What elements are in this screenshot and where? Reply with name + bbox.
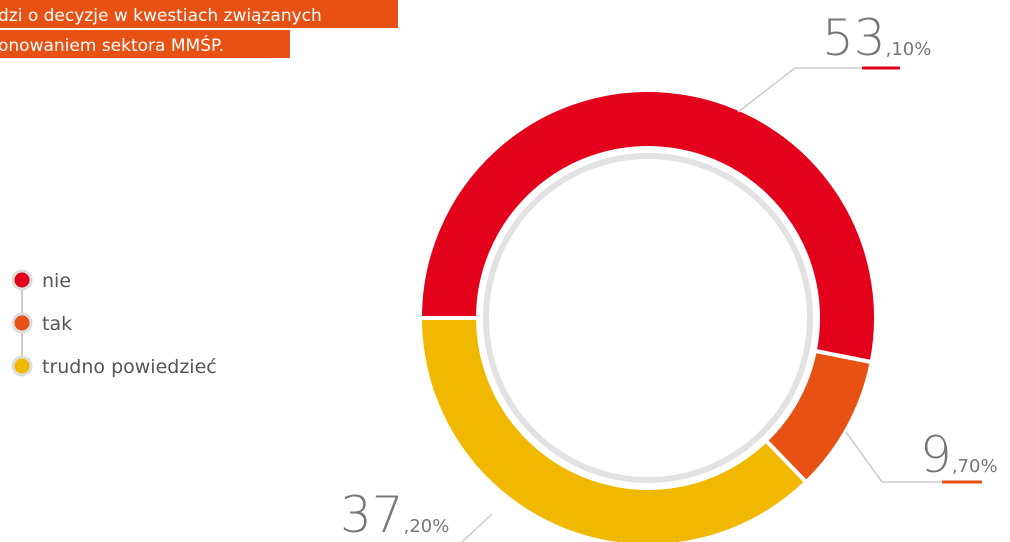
legend-marker [11, 269, 33, 291]
legend-marker [11, 312, 33, 334]
legend-label: nie [42, 270, 71, 292]
value-label: 37,20% [340, 486, 449, 542]
leader-line [737, 67, 900, 113]
donut-slice [417, 316, 809, 542]
donut-slice [417, 88, 878, 365]
title-bg [0, 0, 398, 28]
legend-label: trudno powiedzieć [42, 356, 217, 378]
leader-line [461, 513, 493, 542]
title-line: dzi o decyzje w kwestiach związanych [0, 6, 322, 26]
inner-ring [483, 153, 813, 483]
legend-marker [11, 355, 33, 377]
value-label: 9,70% [920, 426, 998, 484]
legend-label: tak [42, 313, 72, 335]
title-line: onowaniem sektora MMŚP. [0, 34, 224, 56]
title-bg [0, 30, 290, 58]
value-label: 53,10% [822, 9, 931, 67]
